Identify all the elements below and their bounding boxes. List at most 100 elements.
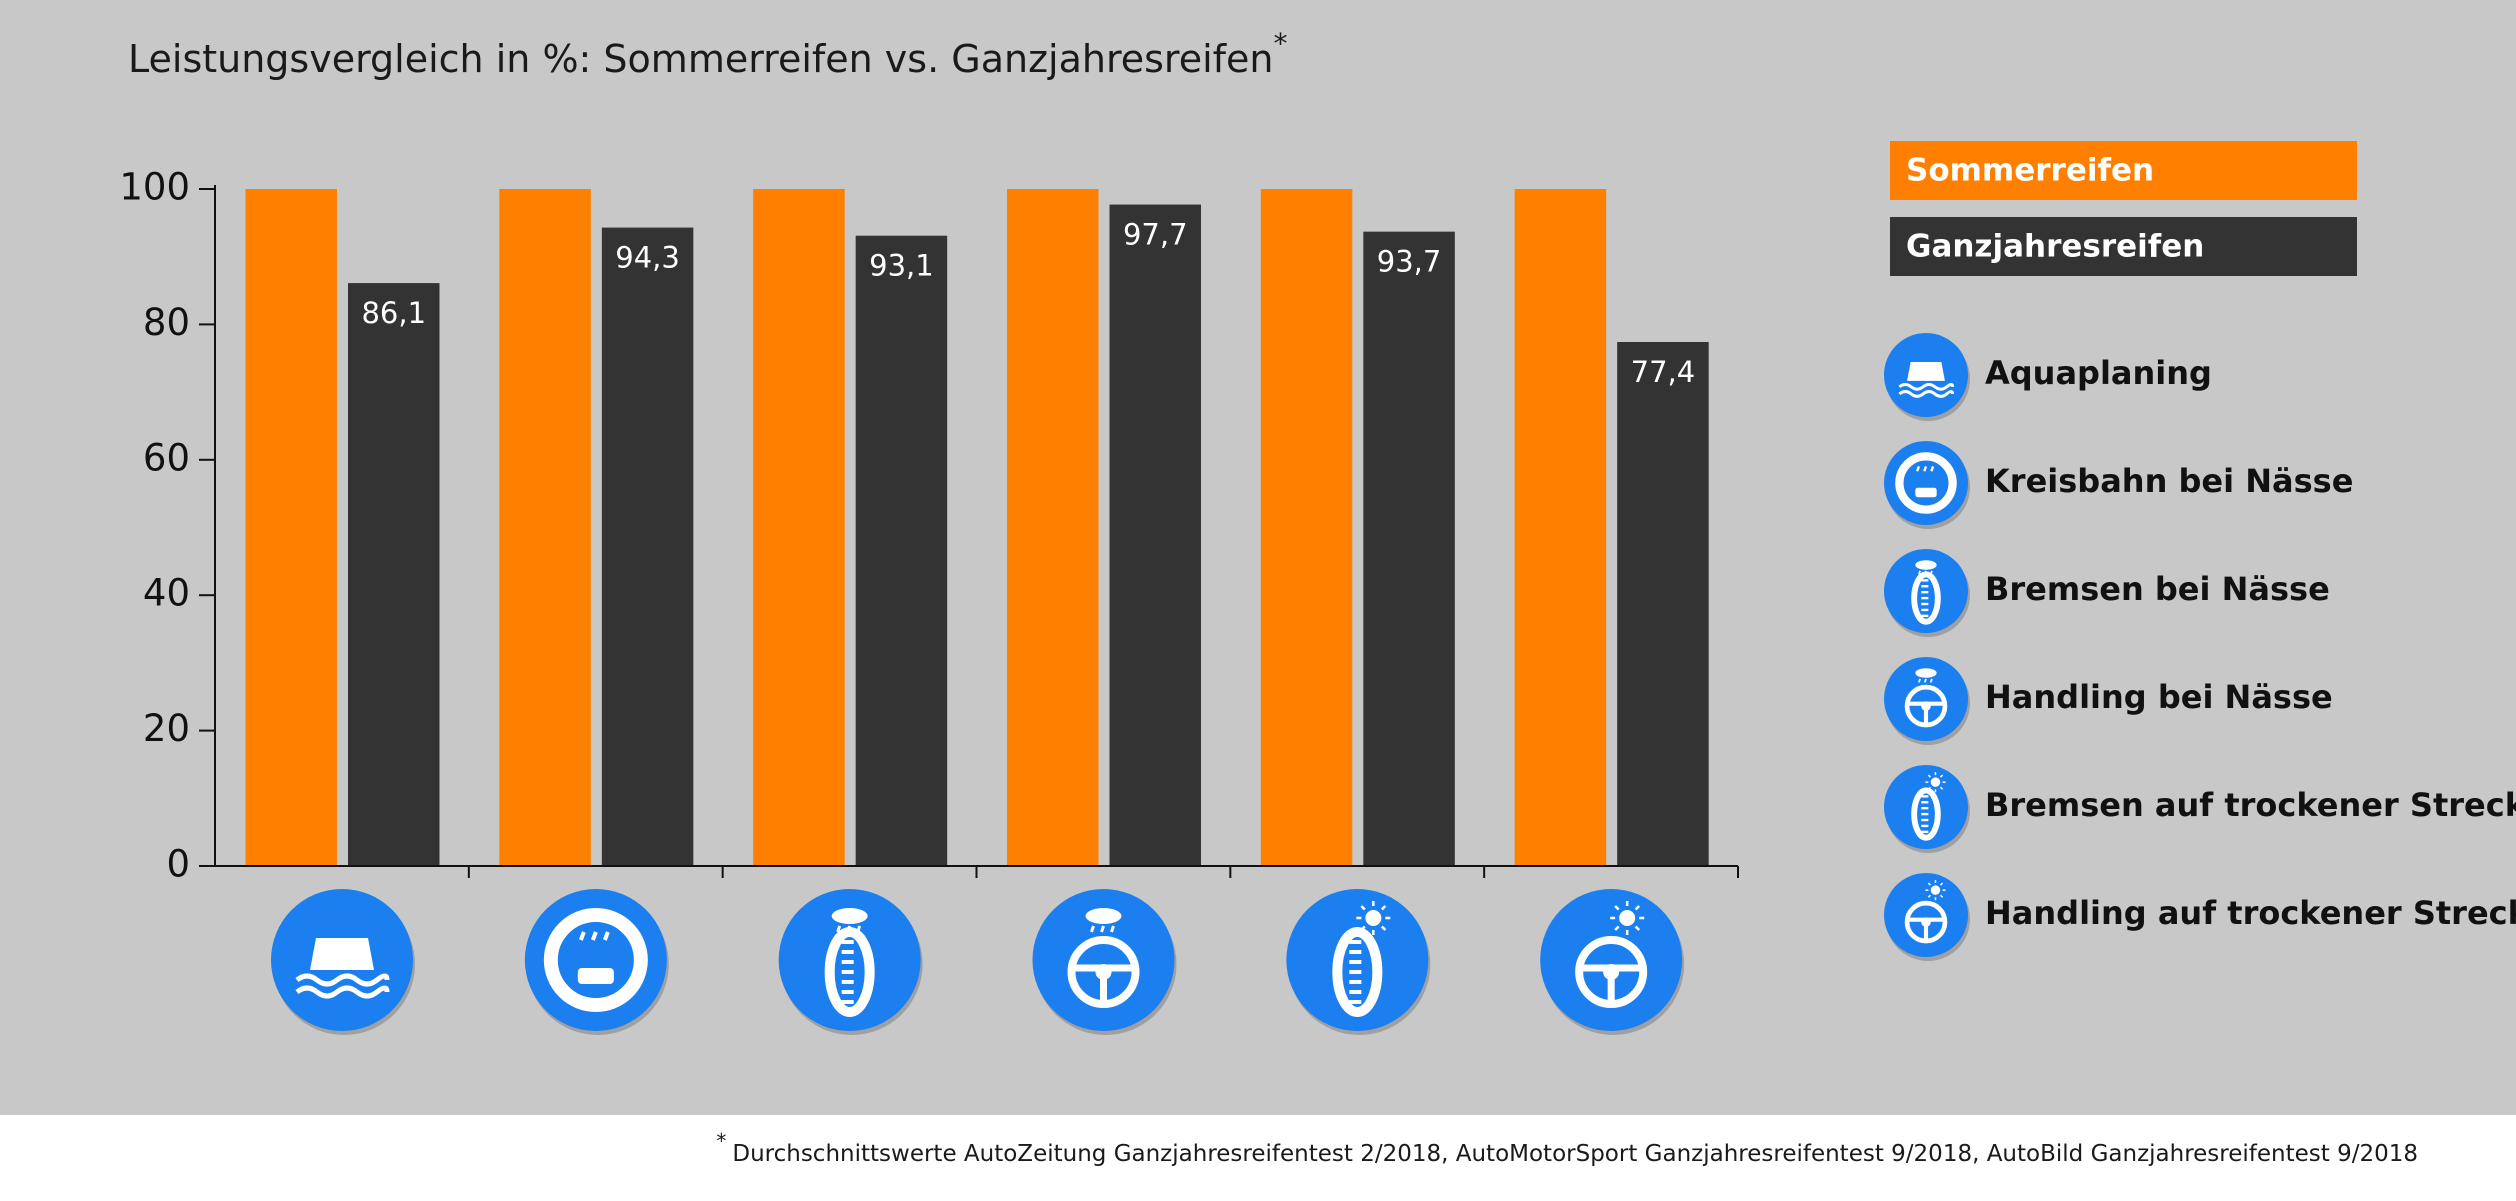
icon-glyph xyxy=(1110,925,1115,933)
icon-glyph xyxy=(1073,964,1134,1002)
icon-glyph xyxy=(1619,910,1636,926)
icon-glyph xyxy=(1939,774,1944,778)
legend-swatch xyxy=(1890,217,2357,276)
y-tick-label: 0 xyxy=(166,843,190,886)
legend-label: Ganzjahresreifen xyxy=(1906,229,2204,265)
icon-glyph xyxy=(1939,786,1944,790)
icon-glyph xyxy=(1100,925,1105,933)
icon-glyph xyxy=(1575,936,1648,1008)
icon-glyph xyxy=(1614,905,1620,911)
category-label: Aquaplaning xyxy=(1985,354,2212,392)
icon-glyph xyxy=(1915,668,1937,678)
icon-glyph xyxy=(1360,905,1366,911)
icon-glyph xyxy=(1930,466,1935,472)
y-tick-label: 100 xyxy=(119,166,190,209)
value-label: 93,1 xyxy=(869,249,934,283)
icon-glyph xyxy=(1360,925,1366,931)
value-label: 93,7 xyxy=(1377,245,1442,279)
category-icon xyxy=(271,889,415,1035)
value-label: 77,4 xyxy=(1631,355,1696,389)
category-icon xyxy=(1286,889,1431,1035)
bar xyxy=(348,283,440,866)
icon-glyph xyxy=(577,968,614,984)
icon-glyph xyxy=(1581,964,1642,1002)
icon-glyph xyxy=(590,931,598,941)
footer-background xyxy=(0,1115,2516,1201)
bar xyxy=(1109,204,1201,867)
icon-glyph xyxy=(846,925,852,933)
icon-glyph xyxy=(602,931,610,941)
footnote-marker: * xyxy=(716,1129,726,1153)
title-note: * xyxy=(1273,27,1287,60)
icon-glyph xyxy=(1380,925,1387,931)
bar xyxy=(1363,231,1455,866)
category-icon xyxy=(778,889,923,1035)
bar xyxy=(1007,189,1099,866)
category-label: Bremsen bei Nässe xyxy=(1985,570,2330,608)
legend-icon xyxy=(1884,765,1970,853)
value-label: 97,7 xyxy=(1123,218,1188,252)
category-label: Kreisbahn bei Nässe xyxy=(1985,462,2353,500)
icon-glyph xyxy=(1923,466,1928,472)
icon-glyph xyxy=(1927,894,1931,898)
bar xyxy=(753,189,845,866)
legend-swatch xyxy=(1890,141,2357,200)
icon-glyph xyxy=(1927,786,1931,790)
value-label: 86,1 xyxy=(361,296,426,330)
icon-glyph xyxy=(1365,910,1382,926)
legend-icon xyxy=(1884,441,1970,529)
icon-glyph xyxy=(1904,900,1948,944)
icon-glyph xyxy=(1918,678,1921,683)
icon-glyph xyxy=(1930,777,1941,787)
bar xyxy=(855,235,948,866)
icon-glyph xyxy=(1911,571,1941,625)
icon-circle xyxy=(1032,889,1175,1031)
icon-glyph xyxy=(1916,466,1921,472)
y-tick-label: 40 xyxy=(143,572,190,615)
bar xyxy=(1514,189,1607,866)
legend-icon xyxy=(1884,873,1970,961)
y-tick-label: 60 xyxy=(143,436,190,479)
icon-glyph xyxy=(1930,885,1941,895)
category-icon xyxy=(524,889,669,1035)
icon-circle xyxy=(1884,657,1968,741)
legend-icon xyxy=(1884,333,1970,421)
icon-glyph xyxy=(1085,908,1122,924)
category-label: Handling bei Nässe xyxy=(1985,678,2333,716)
icon-glyph xyxy=(1908,701,1944,724)
icon-glyph xyxy=(1939,882,1944,886)
icon-glyph xyxy=(836,925,842,933)
legend-label: Sommerreifen xyxy=(1906,153,2154,189)
icon-circle xyxy=(1540,889,1683,1031)
category-label: Bremsen auf trockener Strecke xyxy=(1985,786,2516,824)
icon-glyph xyxy=(543,908,648,1012)
icon-glyph xyxy=(831,908,868,924)
icon-glyph xyxy=(1614,925,1620,931)
bar xyxy=(245,189,337,866)
icon-glyph xyxy=(1332,927,1383,1017)
icon-glyph xyxy=(1915,560,1937,570)
icon-glyph xyxy=(1898,382,1955,391)
category-icon xyxy=(1032,889,1177,1035)
icon-glyph xyxy=(1918,570,1921,575)
icon-glyph xyxy=(1380,905,1387,911)
icon-glyph xyxy=(295,973,390,987)
title-text: Leistungsvergleich in %: Sommerreifen vs… xyxy=(128,37,1273,81)
bar xyxy=(1260,189,1353,866)
icon-glyph xyxy=(1923,570,1927,575)
icon-glyph xyxy=(1915,487,1937,498)
footnote: * Durchschnittswerte AutoZeitung Ganzjahr… xyxy=(716,1129,2418,1167)
icon-glyph xyxy=(1067,936,1140,1008)
y-tick-label: 20 xyxy=(143,707,190,750)
icon-glyph xyxy=(1898,390,1955,398)
icon-glyph xyxy=(824,927,875,1017)
icon-glyph xyxy=(1634,905,1641,911)
footnote-text: Durchschnittswerte AutoZeitung Ganzjahre… xyxy=(732,1141,2418,1167)
icon-glyph xyxy=(1929,678,1933,683)
bar xyxy=(601,227,694,867)
icon-glyph xyxy=(578,931,586,941)
icon-glyph xyxy=(1927,882,1931,886)
icon-glyph xyxy=(1090,925,1095,933)
icon-circle xyxy=(1884,873,1968,957)
